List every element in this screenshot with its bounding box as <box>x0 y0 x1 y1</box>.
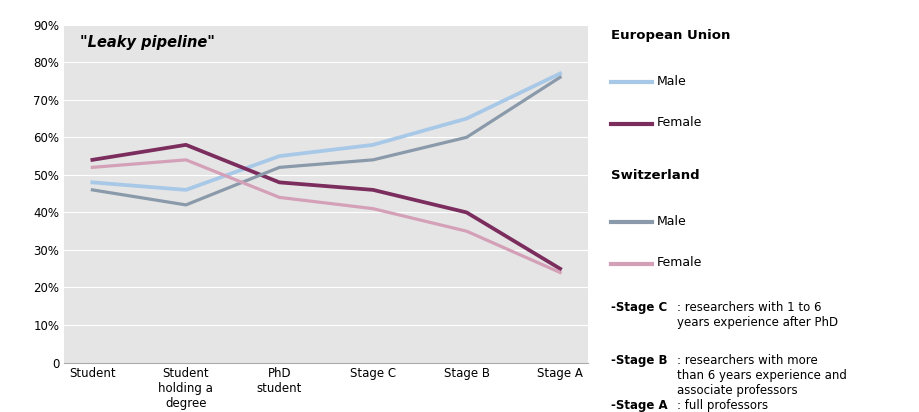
Text: Switzerland: Switzerland <box>611 169 699 182</box>
Text: : full professors: : full professors <box>677 399 768 412</box>
Text: -Stage C: -Stage C <box>611 301 667 314</box>
Text: Female: Female <box>657 116 702 129</box>
Text: Female: Female <box>657 256 702 269</box>
Text: : researchers with 1 to 6
years experience after PhD: : researchers with 1 to 6 years experien… <box>677 301 838 329</box>
Text: Male: Male <box>657 215 686 228</box>
Text: "Leaky pipeline": "Leaky pipeline" <box>80 35 215 50</box>
Text: European Union: European Union <box>611 29 731 42</box>
Text: Male: Male <box>657 75 686 88</box>
Text: -Stage B: -Stage B <box>611 354 667 368</box>
Text: -Stage A: -Stage A <box>611 399 668 412</box>
Text: : researchers with more
than 6 years experience and
associate professors: : researchers with more than 6 years exp… <box>677 354 847 397</box>
